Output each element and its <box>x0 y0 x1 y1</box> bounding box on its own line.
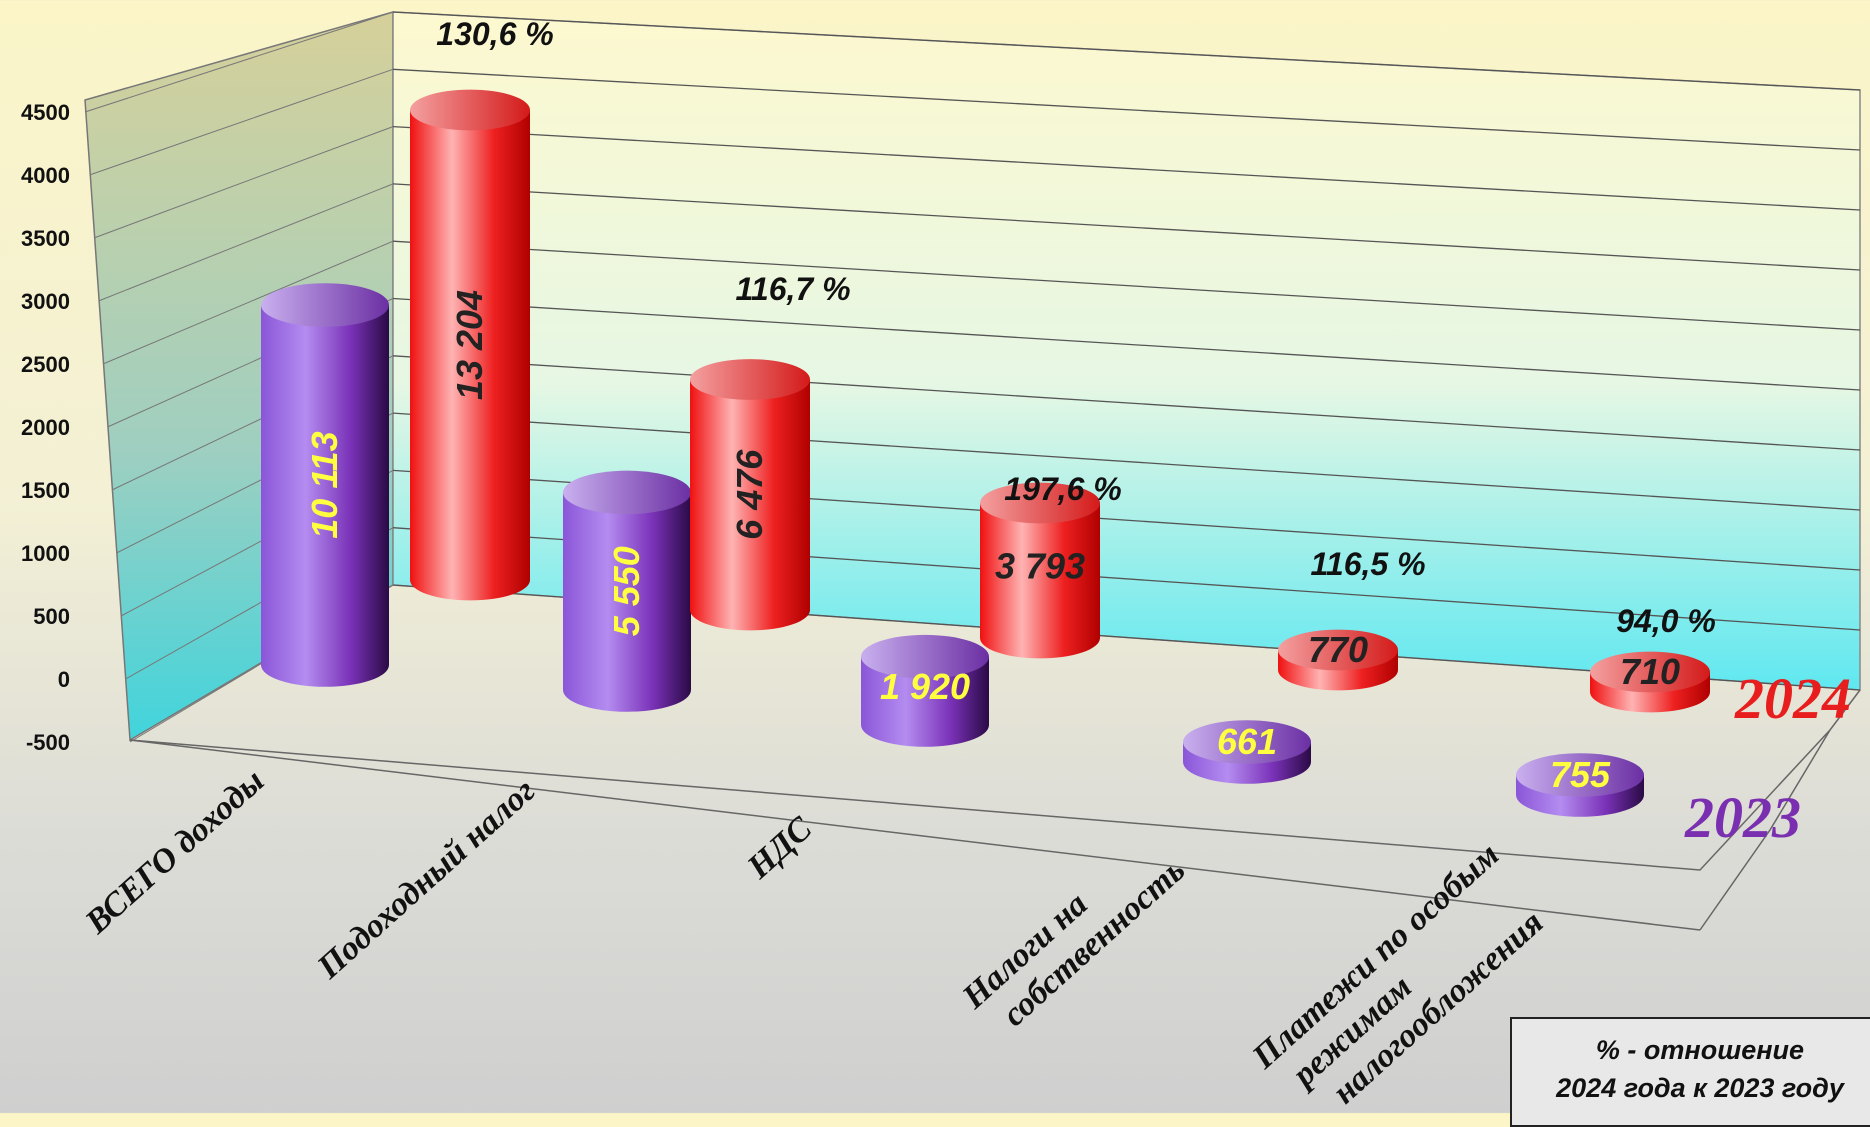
bar-2023-3: 661 <box>1183 720 1311 784</box>
bar-2023-0: 10 113 <box>261 283 389 687</box>
bar-2023-0-label: 10 113 <box>304 431 345 538</box>
bar-2024-1-body <box>690 379 810 631</box>
note-box: % - отношение 2024 года к 2023 году <box>1510 1017 1870 1127</box>
side-gridline <box>93 126 394 239</box>
bar-2023-2: 1 920 <box>861 634 989 747</box>
floor-line <box>129 739 1701 931</box>
gridline <box>392 240 1861 331</box>
legend-2024: 2024 <box>1734 666 1851 731</box>
bar-2023-2-body <box>861 656 989 747</box>
bar-2023-2-top <box>861 634 989 679</box>
bar-2023-0-top <box>261 283 389 327</box>
gridline <box>392 125 1861 211</box>
side-gridline <box>102 240 394 365</box>
y-tick-label: 500 <box>33 604 70 629</box>
gridline <box>392 297 1861 391</box>
bar-2023-4-top <box>1516 753 1644 797</box>
bar-2024-3-label: 770 <box>1308 629 1368 670</box>
bar-2024-3: 770 <box>1278 629 1398 691</box>
bar-2024-2-body <box>980 502 1100 659</box>
bar-2023-4-label: 755 <box>1550 754 1611 795</box>
gridline <box>392 183 1861 271</box>
bar-2024-4-label: 710 <box>1620 651 1680 692</box>
percent-label: 116,5 % <box>1310 546 1425 582</box>
percent-label: 130,6 % <box>436 16 553 52</box>
note-line-1: % - отношение <box>1595 1035 1805 1065</box>
gridline <box>392 68 1861 151</box>
bar-2023-3-top <box>1183 720 1311 764</box>
y-tick-label: 2000 <box>21 415 70 440</box>
category-label: Подоходный налог <box>310 772 542 987</box>
bar-2024-0-label: 13 204 <box>449 290 490 400</box>
floor-edge-3 <box>1829 689 1861 731</box>
y-tick-label: 3500 <box>21 226 70 251</box>
bar-2023-1: 5 550 <box>563 470 691 712</box>
note-text: % - отношение 2024 года к 2023 году <box>1512 1031 1870 1107</box>
y-tick-label: 1000 <box>21 541 70 566</box>
y-tick-label: 3000 <box>21 289 70 314</box>
bar-2024-2-top <box>980 482 1100 524</box>
bar-2024-2: 3 793 <box>980 482 1100 659</box>
bar-2024-0-top <box>410 89 530 131</box>
category-label: ВСЕГО доходы <box>78 762 271 941</box>
floor-front-edge <box>129 729 1831 871</box>
bar-2023-0-body <box>261 305 389 687</box>
side-gridline <box>84 11 394 113</box>
bar-2024-1: 6 476 <box>690 359 810 631</box>
category-label-line: Подоходный налог <box>310 772 542 987</box>
bar-2023-1-top <box>563 470 691 515</box>
category-label: Налоги насобственность <box>955 822 1192 1047</box>
y-tick-label: 4000 <box>21 163 70 188</box>
bar-2023-2-label: 1 920 <box>880 666 970 707</box>
y-tick-label: -500 <box>26 730 70 755</box>
percent-label: 116,7 % <box>735 271 850 307</box>
side-gridline <box>89 68 394 176</box>
note-line-2: 2024 года к 2023 году <box>1556 1073 1844 1103</box>
bar-2024-1-label: 6 476 <box>729 449 770 540</box>
bar-2023-1-body <box>563 492 691 712</box>
y-tick-label: 0 <box>58 667 70 692</box>
percent-label: 197,6 % <box>1004 471 1121 507</box>
y-axis-ticks: 4500 4000 3500 3000 2500 2000 1500 1000 500 0 -500 <box>21 100 70 755</box>
bar-2023-1-label: 5 550 <box>606 546 647 636</box>
bar-2024-4-top <box>1590 651 1710 693</box>
y-tick-label: 1500 <box>21 478 70 503</box>
bar-2023-3-label: 661 <box>1217 721 1277 762</box>
bar-2024-0: 13 204 <box>410 89 530 601</box>
bar-2024-0-body <box>410 110 530 601</box>
legend-2023: 2023 <box>1684 785 1801 850</box>
bars: 10 113 13 204 130,6 % 5 550 6 476 116,7 % 1 92… <box>261 16 1716 817</box>
bar-2024-1-top <box>690 359 810 400</box>
bar-2023-4: 755 <box>1516 753 1644 817</box>
bar-2024-3-top <box>1278 629 1398 671</box>
side-gridline <box>98 183 394 302</box>
gridline <box>392 11 1861 91</box>
y-tick-label: 4500 <box>21 100 70 125</box>
percent-label: 94,0 % <box>1616 603 1716 639</box>
floor-edge-2 <box>1699 729 1831 931</box>
gridline <box>392 355 1861 451</box>
gridline <box>392 412 1861 511</box>
bar-2024-4: 710 <box>1590 651 1710 713</box>
bar-2024-2-label: 3 793 <box>995 545 1085 586</box>
category-label-line: ВСЕГО доходы <box>78 762 271 941</box>
y-tick-label: 2500 <box>21 352 70 377</box>
